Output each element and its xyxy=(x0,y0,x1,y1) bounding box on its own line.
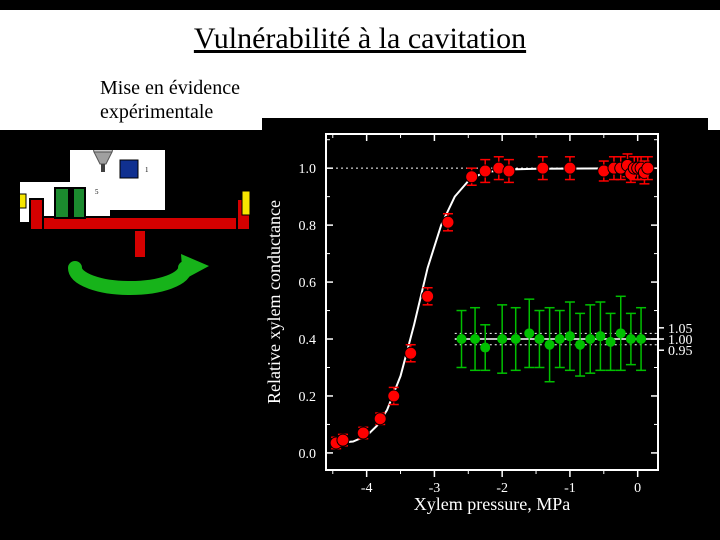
svg-text:0: 0 xyxy=(634,481,641,496)
apparatus-diagram: 15M xyxy=(20,150,260,330)
svg-text:0.8: 0.8 xyxy=(299,219,317,234)
slide: Vulnérabilité à la cavitation Mise en év… xyxy=(0,0,720,540)
subtitle-line1: Mise en évidence xyxy=(100,77,240,99)
svg-text:0.2: 0.2 xyxy=(299,390,317,405)
xylem-chart: -4-3-2-100.00.20.40.60.81.00.951.001.05X… xyxy=(262,118,708,522)
svg-text:Relative xylem conductance: Relative xylem conductance xyxy=(264,200,284,404)
svg-text:1.05: 1.05 xyxy=(668,322,693,337)
svg-text:0.4: 0.4 xyxy=(299,333,317,348)
chart-svg: -4-3-2-100.00.20.40.60.81.00.951.001.05X… xyxy=(262,118,708,522)
svg-text:1: 1 xyxy=(145,166,149,174)
apparatus-svg: 15M xyxy=(20,150,260,330)
svg-text:1.0: 1.0 xyxy=(299,162,317,177)
svg-text:0.0: 0.0 xyxy=(299,447,317,462)
subtitle-line2: expérimentale xyxy=(100,101,213,123)
svg-text:5: 5 xyxy=(95,188,99,196)
svg-text:0.6: 0.6 xyxy=(299,276,317,291)
slide-title: Vulnérabilité à la cavitation xyxy=(0,22,720,56)
slide-subtitle: Mise en évidence expérimentale xyxy=(100,76,240,124)
svg-text:-4: -4 xyxy=(361,481,373,496)
svg-text:Xylem pressure, MPa: Xylem pressure, MPa xyxy=(414,494,570,514)
